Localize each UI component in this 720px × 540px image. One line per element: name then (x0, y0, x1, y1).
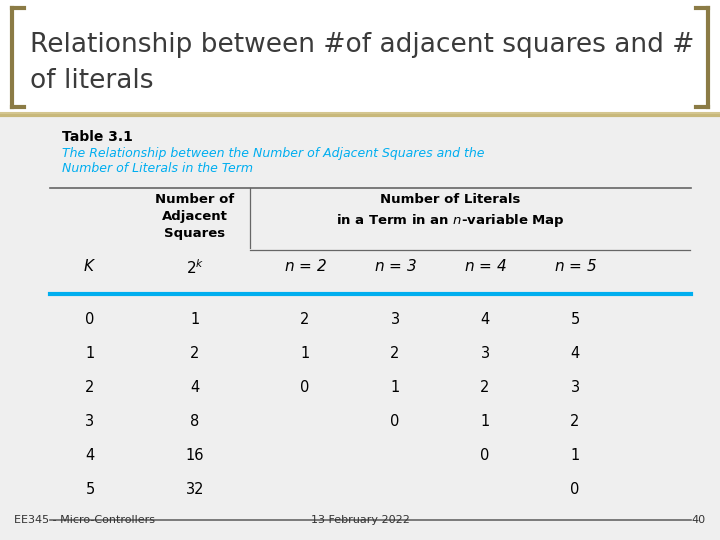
Text: Number of
Adjacent
Squares: Number of Adjacent Squares (156, 193, 235, 240)
Text: 0: 0 (300, 380, 310, 395)
Text: 2: 2 (390, 346, 400, 361)
Text: 3: 3 (480, 346, 490, 361)
Text: EE345 - Micro-Controllers: EE345 - Micro-Controllers (14, 515, 155, 525)
Text: 32: 32 (186, 482, 204, 497)
Text: 1: 1 (300, 346, 310, 361)
Text: 2: 2 (300, 312, 310, 327)
Text: 4: 4 (86, 448, 94, 463)
Text: 4: 4 (190, 380, 199, 395)
Text: $K$: $K$ (84, 258, 96, 274)
Text: The Relationship between the Number of Adjacent Squares and the: The Relationship between the Number of A… (62, 147, 485, 160)
Text: Number of Literals in the Term: Number of Literals in the Term (62, 162, 253, 175)
Text: 3: 3 (390, 312, 400, 327)
Text: Table 3.1: Table 3.1 (62, 130, 133, 144)
Text: $2^k$: $2^k$ (186, 258, 204, 276)
Text: 5: 5 (86, 482, 94, 497)
Text: 1: 1 (570, 448, 580, 463)
Bar (0, 0, 720, 115)
Text: $n$ = 4: $n$ = 4 (464, 258, 506, 274)
Text: 1: 1 (480, 414, 490, 429)
Text: 0: 0 (390, 414, 400, 429)
Text: 1: 1 (390, 380, 400, 395)
Text: 4: 4 (570, 346, 580, 361)
Text: 5: 5 (570, 312, 580, 327)
Text: of literals: of literals (30, 68, 153, 94)
Text: Number of Literals
in a Term in an $n$-variable Map: Number of Literals in a Term in an $n$-v… (336, 193, 564, 229)
Text: 4: 4 (480, 312, 490, 327)
Text: 0: 0 (480, 448, 490, 463)
Text: 2: 2 (190, 346, 199, 361)
Text: 3: 3 (570, 380, 580, 395)
Text: Relationship between #of adjacent squares and #: Relationship between #of adjacent square… (30, 32, 694, 58)
Text: 3: 3 (86, 414, 94, 429)
Text: 16: 16 (186, 448, 204, 463)
Text: $n$ = 5: $n$ = 5 (554, 258, 596, 274)
Text: $n$ = 3: $n$ = 3 (374, 258, 416, 274)
Text: 1: 1 (190, 312, 199, 327)
Text: 0: 0 (85, 312, 95, 327)
Text: 2: 2 (480, 380, 490, 395)
Text: 2: 2 (85, 380, 95, 395)
Text: 1: 1 (86, 346, 94, 361)
Text: 8: 8 (190, 414, 199, 429)
Text: 40: 40 (692, 515, 706, 525)
Text: 13 February 2022: 13 February 2022 (310, 515, 410, 525)
Text: 2: 2 (570, 414, 580, 429)
Text: $n$ = 2: $n$ = 2 (284, 258, 326, 274)
Text: 0: 0 (570, 482, 580, 497)
